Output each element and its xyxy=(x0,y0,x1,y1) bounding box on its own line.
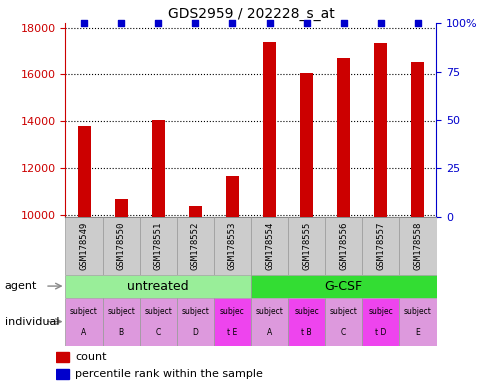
Text: subjec: subjec xyxy=(368,308,393,316)
Bar xyxy=(399,298,436,346)
Text: G-CSF: G-CSF xyxy=(324,280,362,293)
Text: t E: t E xyxy=(227,328,237,337)
Text: GSM178558: GSM178558 xyxy=(412,222,422,270)
Bar xyxy=(151,120,165,384)
Point xyxy=(302,20,310,26)
Text: t B: t B xyxy=(301,328,311,337)
Text: E: E xyxy=(415,328,420,337)
Text: individual: individual xyxy=(5,316,59,327)
Bar xyxy=(410,61,424,384)
Text: subject: subject xyxy=(70,308,98,316)
Bar xyxy=(56,369,69,379)
Point xyxy=(117,20,125,26)
Bar xyxy=(287,298,325,346)
Bar xyxy=(188,207,201,384)
Text: D: D xyxy=(192,328,198,337)
Text: GSM178556: GSM178556 xyxy=(338,222,348,270)
Bar xyxy=(176,298,213,346)
Text: C: C xyxy=(340,328,346,337)
Bar xyxy=(77,126,91,384)
Text: GSM178550: GSM178550 xyxy=(116,222,125,270)
Text: subject: subject xyxy=(144,308,172,316)
Point xyxy=(154,20,162,26)
Text: t D: t D xyxy=(375,328,386,337)
Bar xyxy=(65,217,102,275)
Text: GSM178549: GSM178549 xyxy=(79,222,89,270)
Text: GSM178553: GSM178553 xyxy=(227,222,237,270)
Bar xyxy=(176,217,213,275)
Bar xyxy=(374,43,387,384)
Point xyxy=(191,20,199,26)
Text: C: C xyxy=(155,328,161,337)
Text: subject: subject xyxy=(255,308,283,316)
Point xyxy=(80,20,88,26)
Point xyxy=(339,20,347,26)
Text: GSM178555: GSM178555 xyxy=(302,222,311,270)
Bar xyxy=(226,176,239,384)
Point xyxy=(228,20,236,26)
Text: percentile rank within the sample: percentile rank within the sample xyxy=(75,369,263,379)
Bar xyxy=(324,298,362,346)
Bar xyxy=(56,352,69,362)
Bar xyxy=(362,217,399,275)
Title: GDS2959 / 202228_s_at: GDS2959 / 202228_s_at xyxy=(167,7,333,21)
Bar xyxy=(65,298,102,346)
Text: B: B xyxy=(118,328,123,337)
Bar xyxy=(102,298,139,346)
Text: subject: subject xyxy=(107,308,135,316)
Text: subject: subject xyxy=(403,308,431,316)
Bar xyxy=(336,58,349,384)
Text: GSM178557: GSM178557 xyxy=(376,222,385,270)
Bar xyxy=(324,217,362,275)
Text: untreated: untreated xyxy=(127,280,189,293)
Bar xyxy=(300,73,313,384)
Text: subjec: subjec xyxy=(294,308,318,316)
Bar xyxy=(251,217,287,275)
Bar xyxy=(399,217,436,275)
Bar xyxy=(262,42,275,384)
Bar xyxy=(213,217,251,275)
Bar xyxy=(65,275,251,298)
Bar xyxy=(251,298,287,346)
Bar xyxy=(213,298,251,346)
Point xyxy=(413,20,421,26)
Text: subject: subject xyxy=(181,308,209,316)
Text: GSM178554: GSM178554 xyxy=(264,222,273,270)
Bar xyxy=(139,217,176,275)
Point xyxy=(265,20,273,26)
Bar xyxy=(102,217,139,275)
Text: count: count xyxy=(75,352,106,362)
Text: GSM178552: GSM178552 xyxy=(190,222,199,270)
Bar xyxy=(114,199,127,384)
Text: A: A xyxy=(81,328,87,337)
Bar xyxy=(139,298,176,346)
Text: agent: agent xyxy=(5,281,37,291)
Bar xyxy=(362,298,399,346)
Bar xyxy=(287,217,325,275)
Point xyxy=(376,20,384,26)
Text: subject: subject xyxy=(329,308,357,316)
Text: A: A xyxy=(266,328,272,337)
Bar xyxy=(251,275,436,298)
Text: subjec: subjec xyxy=(220,308,244,316)
Text: GSM178551: GSM178551 xyxy=(153,222,163,270)
